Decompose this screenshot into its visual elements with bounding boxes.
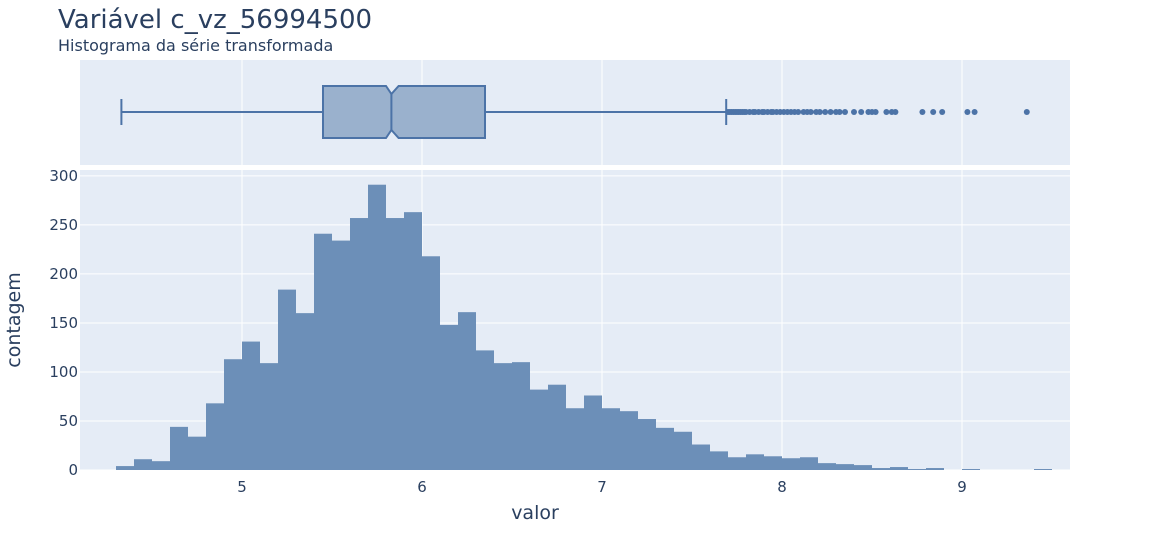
histogram-bar [926,468,944,470]
box-outlier-point [883,109,890,115]
y-axis-title: contagem [3,272,25,367]
histogram-bar [674,431,692,470]
box-outlier-point [964,109,971,115]
histogram-bar [404,212,422,470]
histogram-bar [224,359,242,470]
histogram-bar [566,408,584,470]
box-plot [120,85,1030,139]
box-outlier-point [836,109,843,115]
histogram-bar [530,389,548,470]
histogram-bar [278,289,296,470]
box-outlier-point [892,109,899,115]
y-tick-label: 200 [49,265,78,283]
x-axis-title: valor [511,502,559,524]
histogram-bar [332,240,350,470]
histogram-bar [854,465,872,470]
y-tick-label: 300 [49,167,78,185]
histogram-bar [494,363,512,470]
histogram-bar [692,444,710,470]
histogram-bar [782,458,800,470]
histogram-bar [206,403,224,470]
box-outlier-point [1023,109,1030,115]
chart-title: Variável c_vz_56994500 [58,5,373,35]
histogram-bar [602,408,620,470]
x-tick-label: 7 [597,478,607,496]
histogram-bars [116,184,1052,471]
histogram-bar [152,461,170,470]
box-outlier-point [858,109,865,115]
y-tick-label: 100 [49,363,78,381]
histogram-bar [656,427,674,470]
histogram-bar [134,459,152,470]
histogram-bar [350,218,368,470]
histogram-bar [836,464,854,470]
histogram-bar [764,456,782,470]
histogram-bar [746,454,764,470]
histogram-bar [296,313,314,470]
box-body [322,85,486,139]
y-tick-label: 150 [49,314,78,332]
histogram-bar [512,362,530,470]
histogram-bar [638,419,656,470]
histogram-bar [368,184,386,471]
histogram-bar [890,467,908,470]
histogram-bar [1034,469,1052,470]
y-tick-label: 50 [59,412,78,430]
histogram-bar [260,363,278,470]
x-tick-label: 8 [777,478,787,496]
box-outlier-point [827,109,834,115]
histogram-bar [800,457,818,470]
box-outlier-point [939,109,946,115]
box-outlier-point [822,109,829,115]
box-outlier-point [842,109,848,115]
histogram-bar [548,384,566,470]
box-outlier-point [795,109,802,115]
histogram-bar [620,411,638,470]
histogram-bar [422,256,440,470]
histogram-bar [314,233,332,470]
histogram-bar [872,468,890,470]
x-axis-ticks: 5 6 7 8 9 [237,478,967,496]
box-outlier-point [930,109,937,115]
histogram-bar [476,350,494,470]
x-tick-label: 5 [237,478,247,496]
y-axis-ticks: 0 50 100 150 200 250 300 [49,167,78,479]
histogram-bar [458,312,476,470]
box-outlier-point [919,109,926,115]
histogram-bar [170,426,188,470]
box-outlier-point [851,109,857,115]
box-outlier-point [872,109,879,115]
chart-subtitle: Histograma da série transformada [58,36,334,55]
box-outlier-point [971,109,978,115]
histogram-bar [710,451,728,470]
histogram-bar [440,324,458,470]
y-tick-label: 0 [68,461,78,479]
histogram-bar [908,469,926,470]
histogram-bar [116,466,134,470]
histogram-bar [584,395,602,470]
x-tick-label: 6 [417,478,427,496]
histogram-bar [242,341,260,470]
histogram-bar [728,457,746,470]
histogram-bar [188,436,206,470]
histogram-bar [818,463,836,470]
box-outlier-point [807,109,814,115]
histogram-bar [386,218,404,470]
x-tick-label: 9 [957,478,967,496]
box-outlier-point [816,109,823,115]
histogram-bar [962,469,980,470]
y-tick-label: 250 [49,216,78,234]
